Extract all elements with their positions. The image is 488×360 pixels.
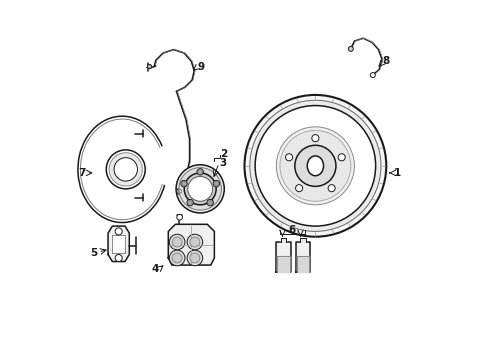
- Polygon shape: [296, 256, 308, 272]
- Circle shape: [369, 73, 374, 77]
- Circle shape: [244, 95, 386, 237]
- Text: 8: 8: [381, 56, 388, 66]
- Circle shape: [115, 255, 122, 261]
- Circle shape: [327, 185, 334, 192]
- Circle shape: [177, 188, 183, 194]
- Text: 6: 6: [288, 225, 295, 235]
- Circle shape: [337, 154, 345, 161]
- Circle shape: [181, 180, 187, 187]
- Polygon shape: [276, 242, 290, 272]
- Polygon shape: [280, 238, 286, 242]
- Circle shape: [276, 127, 354, 205]
- Circle shape: [109, 153, 142, 186]
- Circle shape: [255, 105, 375, 226]
- Circle shape: [189, 253, 200, 263]
- Circle shape: [147, 64, 151, 69]
- Circle shape: [169, 250, 184, 266]
- Circle shape: [213, 180, 219, 187]
- Text: 7: 7: [78, 168, 85, 178]
- Polygon shape: [277, 256, 289, 272]
- Ellipse shape: [306, 156, 323, 176]
- Circle shape: [249, 100, 380, 231]
- Circle shape: [177, 215, 182, 220]
- Text: 3: 3: [219, 158, 226, 168]
- Circle shape: [187, 234, 202, 250]
- Circle shape: [187, 250, 202, 266]
- Text: 5: 5: [90, 248, 97, 258]
- Circle shape: [311, 135, 318, 142]
- Polygon shape: [295, 242, 309, 272]
- Circle shape: [176, 165, 224, 213]
- Circle shape: [186, 199, 193, 206]
- Text: 2: 2: [219, 149, 226, 159]
- Circle shape: [169, 234, 184, 250]
- Circle shape: [279, 130, 350, 201]
- Circle shape: [114, 158, 137, 181]
- Circle shape: [172, 253, 182, 263]
- Circle shape: [184, 173, 216, 205]
- Circle shape: [197, 168, 203, 175]
- Circle shape: [115, 228, 122, 235]
- Circle shape: [285, 154, 292, 161]
- Circle shape: [106, 150, 145, 189]
- Circle shape: [295, 185, 302, 192]
- Circle shape: [187, 176, 212, 201]
- Circle shape: [206, 199, 213, 206]
- Polygon shape: [168, 224, 214, 265]
- Text: 1: 1: [392, 168, 400, 178]
- Circle shape: [189, 237, 200, 247]
- Polygon shape: [300, 238, 305, 242]
- Text: 9: 9: [197, 62, 204, 72]
- Circle shape: [347, 46, 353, 51]
- Polygon shape: [108, 226, 129, 261]
- Circle shape: [294, 145, 335, 186]
- Text: 4: 4: [151, 264, 159, 274]
- Circle shape: [179, 168, 221, 210]
- Polygon shape: [111, 235, 125, 253]
- Circle shape: [172, 237, 182, 247]
